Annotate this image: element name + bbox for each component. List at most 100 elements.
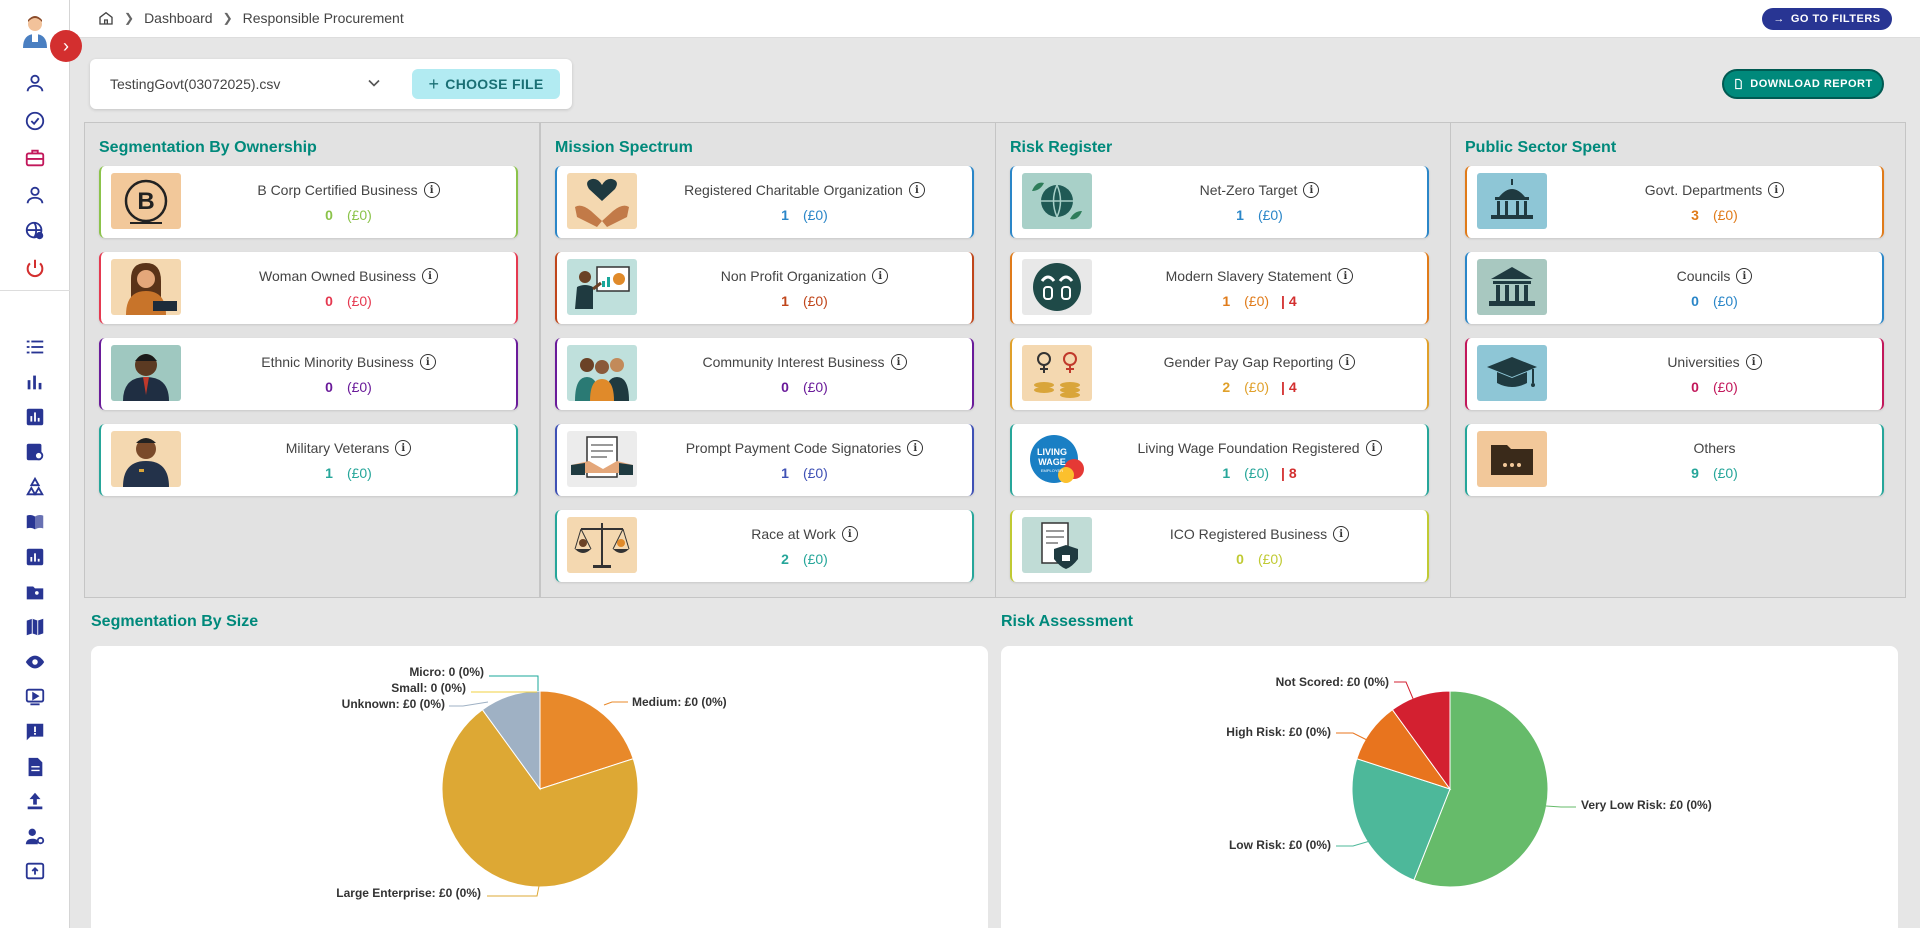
info-icon[interactable]: i [421, 268, 438, 284]
metric-card[interactable]: Universities i 0 (£0) [1465, 338, 1884, 410]
info-icon[interactable]: i [1333, 526, 1350, 542]
metric-card[interactable]: Woman Owned Business i 0 (£0) [99, 252, 518, 324]
chevron-down-icon[interactable] [364, 73, 384, 93]
bar-chart-icon[interactable] [24, 371, 46, 393]
metric-card[interactable]: Gender Pay Gap Reporting i 2 (£0) | 4 [1010, 338, 1429, 410]
folder-icon [1477, 431, 1547, 487]
info-icon[interactable]: i [1768, 182, 1785, 198]
info-icon[interactable]: i [1736, 268, 1753, 284]
metric-count[interactable]: 1 [781, 293, 789, 309]
size-pie-chart: Medium: £0 (0%) Large Enterprise: £0 (0%)… [336, 665, 726, 900]
feedback-icon[interactable] [24, 721, 46, 743]
user-outline-icon[interactable] [24, 184, 46, 206]
metric-count[interactable]: 9 [1691, 465, 1699, 481]
list-icon[interactable] [24, 336, 46, 358]
pie-slice-not-scored[interactable] [1391, 690, 1451, 791]
council-building-icon [1477, 259, 1547, 315]
metric-card[interactable]: Govt. Departments i 3 (£0) [1465, 166, 1884, 238]
metric-count[interactable]: 1 [325, 465, 333, 481]
metric-count[interactable]: 0 [325, 379, 333, 395]
metric-card[interactable]: ICO Registered Business i 0 (£0) [1010, 510, 1429, 582]
map-icon[interactable] [24, 616, 46, 638]
info-icon[interactable]: i [1745, 354, 1762, 370]
metric-card[interactable]: B B Corp Certified Business i 0 (£0) [99, 166, 518, 238]
metric-label: Community Interest Business [702, 354, 885, 370]
info-icon[interactable]: i [890, 354, 907, 370]
chart-box-icon[interactable] [24, 406, 46, 428]
document-icon[interactable] [24, 756, 46, 778]
metric-card[interactable]: Others 9 (£0) [1465, 424, 1884, 496]
metric-count[interactable]: 2 [1222, 379, 1231, 395]
metric-count[interactable]: 2 [781, 551, 789, 567]
metric-count[interactable]: 1 [1222, 293, 1231, 309]
metric-count[interactable]: 3 [1691, 207, 1699, 223]
metric-count[interactable]: 0 [1691, 379, 1699, 395]
metric-count[interactable]: 1 [781, 465, 789, 481]
metric-card[interactable]: Non Profit Organization i 1 (£0) [555, 252, 974, 324]
metric-count[interactable]: 1 [781, 207, 789, 223]
report-search-icon[interactable] [24, 441, 46, 463]
info-icon[interactable]: i [872, 268, 889, 284]
metric-card[interactable]: Modern Slavery Statement i 1 (£0) | 4 [1010, 252, 1429, 324]
info-icon[interactable]: i [841, 526, 858, 542]
analytics-icon[interactable] [24, 546, 46, 568]
metric-spend: (£0) [1244, 379, 1270, 395]
info-icon[interactable]: i [908, 182, 925, 198]
recycle-icon[interactable] [24, 476, 46, 498]
pie-slice-unknown[interactable] [481, 690, 541, 791]
info-icon[interactable]: i [907, 440, 924, 456]
metric-card[interactable]: Net-Zero Target i 1 (£0) [1010, 166, 1429, 238]
info-icon[interactable]: i [395, 440, 412, 456]
info-icon[interactable]: i [423, 182, 440, 198]
user-icon[interactable] [24, 72, 46, 94]
globe-search-icon[interactable] [24, 220, 46, 242]
metric-card[interactable]: Military Veterans i 1 (£0) [99, 424, 518, 496]
metric-spend: (£0) [802, 293, 828, 309]
info-icon[interactable]: i [1303, 182, 1320, 198]
pie-slice-low-risk[interactable] [1351, 758, 1451, 881]
metric-card[interactable]: Community Interest Business i 0 (£0) [555, 338, 974, 410]
user-settings-icon[interactable] [24, 825, 46, 847]
eye-icon[interactable] [24, 651, 46, 673]
metric-card[interactable]: Registered Charitable Organization i 1 (£0) [555, 166, 974, 238]
metric-card[interactable]: Race at Work i 2 (£0) [555, 510, 974, 582]
metric-label: Prompt Payment Code Signatories [685, 440, 902, 456]
metric-count[interactable]: 0 [1691, 293, 1699, 309]
metric-label: Others [1693, 440, 1736, 456]
metric-count[interactable]: 0 [325, 293, 333, 309]
info-icon[interactable]: i [1365, 440, 1382, 456]
metric-card[interactable]: LIVING WAGE EMPLOYER Living Wage Foundation… [1010, 424, 1429, 496]
pie-slice-medium[interactable] [539, 690, 634, 790]
metric-card[interactable]: Ethnic Minority Business i 0 (£0) [99, 338, 518, 410]
folder-user-icon[interactable] [24, 581, 46, 603]
info-icon[interactable]: i [1339, 354, 1356, 370]
metric-card[interactable]: Councils i 0 (£0) [1465, 252, 1884, 324]
power-icon[interactable] [24, 257, 46, 279]
metric-card[interactable]: Prompt Payment Code Signatories i 1 (£0) [555, 424, 974, 496]
metric-count[interactable]: 0 [781, 379, 789, 395]
avatar[interactable] [20, 14, 50, 48]
go-to-filters-button[interactable]: → GO TO FILTERS [1762, 8, 1892, 30]
download-report-button[interactable]: DOWNLOAD REPORT [1722, 69, 1884, 99]
metric-count[interactable]: 0 [1236, 551, 1244, 567]
metric-count[interactable]: 0 [325, 207, 333, 223]
pie-slice-very-low-risk[interactable] [1413, 690, 1549, 888]
file-select[interactable]: TestingGovt(03072025).csv [110, 76, 281, 92]
pie-slice-large-enterprise[interactable] [441, 709, 639, 888]
info-icon[interactable]: i [1337, 268, 1354, 284]
home-icon[interactable] [98, 10, 114, 26]
video-icon[interactable] [24, 686, 46, 708]
info-icon[interactable]: i [419, 354, 436, 370]
metric-label-row: Ethnic Minority Business i [191, 354, 506, 370]
book-icon[interactable] [24, 511, 46, 533]
metric-count[interactable]: 1 [1222, 465, 1231, 481]
metric-count[interactable]: 1 [1236, 207, 1244, 223]
expand-sidebar-button[interactable]: › [50, 30, 82, 62]
breadcrumb-dashboard[interactable]: Dashboard [144, 10, 213, 26]
screen-upload-icon[interactable] [24, 860, 46, 882]
briefcase-icon[interactable] [24, 147, 46, 169]
upload-icon[interactable] [24, 790, 46, 812]
choose-file-button[interactable]: + CHOOSE FILE [412, 69, 560, 99]
check-circle-icon[interactable] [24, 110, 46, 132]
metric-label-row: Woman Owned Business i [191, 268, 506, 284]
